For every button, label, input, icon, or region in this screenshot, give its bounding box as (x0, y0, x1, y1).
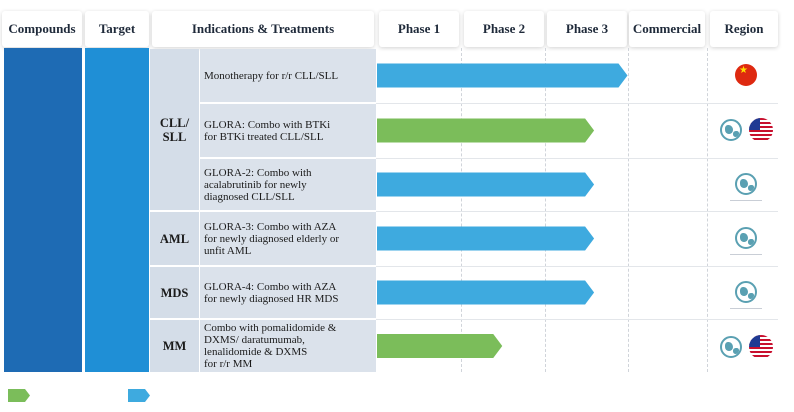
header-target: Target (85, 11, 149, 47)
legend-swatch (128, 389, 150, 402)
header-compounds: Compounds (2, 11, 82, 47)
progress-bar (377, 226, 595, 251)
header-indications: Indications & Treatments (152, 11, 374, 47)
row-divider (376, 103, 778, 104)
stage-divider (461, 48, 462, 372)
header-phase-2: Phase 2 (464, 11, 544, 47)
row-divider (376, 266, 778, 267)
treatment-label: GLORA-2: Combo with acalabrutinib for ne… (204, 166, 312, 203)
treatment-cell: GLORA: Combo with BTKi for BTKi treated … (200, 104, 376, 157)
indication-group-label: AML (159, 231, 190, 246)
china-flag-icon (735, 64, 757, 86)
progress-bar (377, 63, 628, 88)
target-column (85, 48, 149, 372)
treatment-label: GLORA-4: Combo with AZA for newly diagno… (204, 280, 339, 305)
icon-underline (730, 254, 762, 255)
stage-divider (628, 48, 629, 372)
globe-icon (720, 336, 742, 358)
us-flag-icon (749, 335, 773, 359)
progress-bar (377, 280, 595, 305)
row-divider (376, 211, 778, 212)
progress-bar (377, 118, 595, 143)
us-flag-icon (749, 118, 773, 142)
indication-group-aml: AML (150, 212, 199, 265)
treatment-cell: Combo with pomalidomide & DXMS/ daratumu… (200, 320, 376, 372)
treatment-cell: GLORA-2: Combo with acalabrutinib for ne… (200, 159, 376, 210)
header-phase-3: Phase 3 (547, 11, 627, 47)
row-divider (376, 158, 778, 159)
globe-icon (735, 173, 757, 195)
row-divider (376, 319, 778, 320)
treatment-cell: GLORA-4: Combo with AZA for newly diagno… (200, 267, 376, 318)
stage-divider (545, 48, 546, 372)
legend-swatch (8, 389, 30, 402)
indication-group-label: CLL/ SLL (159, 115, 190, 144)
indication-group-label: MDS (160, 285, 189, 300)
indication-group-mm: MM (150, 320, 199, 372)
treatment-label: Monotherapy for r/r CLL/SLL (204, 69, 339, 82)
treatment-label: GLORA: Combo with BTKi for BTKi treated … (204, 118, 331, 143)
stage-divider (707, 48, 708, 372)
globe-icon (735, 227, 757, 249)
header-phase-1: Phase 1 (379, 11, 459, 47)
legend (8, 389, 150, 402)
indication-group-mds: MDS (150, 267, 199, 318)
indication-group-cll-sll: CLL/ SLL (150, 49, 199, 210)
header-commercial: Commercial (629, 11, 705, 47)
progress-bar (377, 172, 595, 197)
treatment-label: Combo with pomalidomide & DXMS/ daratumu… (204, 322, 337, 370)
treatment-label: GLORA-3: Combo with AZA for newly diagno… (204, 220, 340, 257)
globe-icon (720, 119, 742, 141)
indication-group-label: MM (162, 339, 187, 353)
treatment-cell: Monotherapy for r/r CLL/SLL (200, 49, 376, 102)
treatment-cell: GLORA-3: Combo with AZA for newly diagno… (200, 212, 376, 265)
progress-bar (377, 334, 503, 358)
compound-column (4, 48, 82, 372)
icon-underline (730, 308, 762, 309)
header-region: Region (710, 11, 778, 47)
icon-underline (730, 200, 762, 201)
globe-icon (735, 281, 757, 303)
